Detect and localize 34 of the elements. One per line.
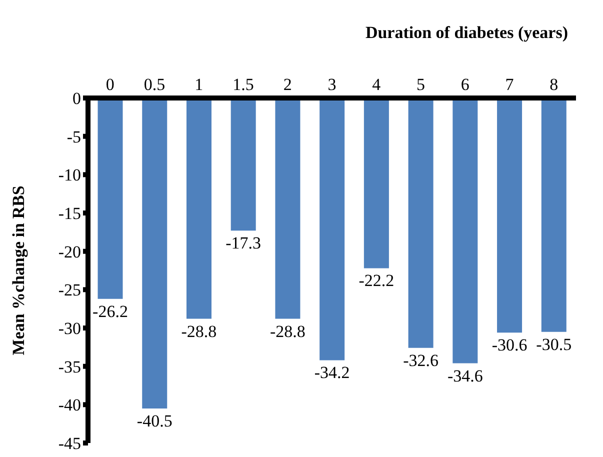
x-tick-label: 7 — [505, 75, 514, 94]
x-tick-label: 8 — [550, 75, 558, 94]
y-tick-label: -5 — [66, 127, 81, 146]
data-label: -28.8 — [181, 322, 217, 341]
x-tick-label: 2 — [283, 75, 292, 94]
data-label: -17.3 — [226, 234, 262, 253]
x-tick-label: 4 — [372, 75, 382, 94]
y-axis-title: Mean %change in RBS — [9, 186, 28, 356]
y-tick-label: -25 — [58, 280, 81, 300]
x-tick-label: 5 — [416, 75, 425, 94]
x-axis-title: Duration of diabetes (years) — [365, 23, 568, 42]
x-tick-label: 3 — [328, 75, 336, 94]
y-tick-label: 0 — [72, 89, 81, 108]
data-label: -40.5 — [136, 412, 172, 430]
data-label: -28.8 — [270, 322, 306, 341]
data-label: -30.6 — [492, 336, 528, 355]
y-tick-label: -35 — [58, 357, 81, 376]
y-tick-label: -20 — [58, 242, 81, 262]
data-label: -30.5 — [536, 334, 572, 354]
data-label: -22.2 — [358, 271, 394, 290]
y-tick-label: -45 — [58, 434, 81, 454]
y-tick-label: -15 — [58, 204, 81, 224]
x-tick-label: 6 — [460, 75, 470, 94]
y-tick-label: -30 — [58, 319, 81, 338]
y-tick-label: -10 — [58, 166, 81, 185]
x-tick-label: 0 — [106, 75, 114, 94]
data-label: -32.6 — [403, 350, 439, 370]
x-tick-label: 1.5 — [232, 75, 254, 94]
y-tick-label: -40 — [58, 396, 81, 415]
data-label: -34.6 — [447, 366, 483, 386]
data-label: -26.2 — [92, 302, 128, 321]
x-tick-label: 1 — [194, 75, 204, 94]
data-label: -34.2 — [314, 363, 350, 382]
x-tick-label: 0.5 — [144, 75, 166, 94]
